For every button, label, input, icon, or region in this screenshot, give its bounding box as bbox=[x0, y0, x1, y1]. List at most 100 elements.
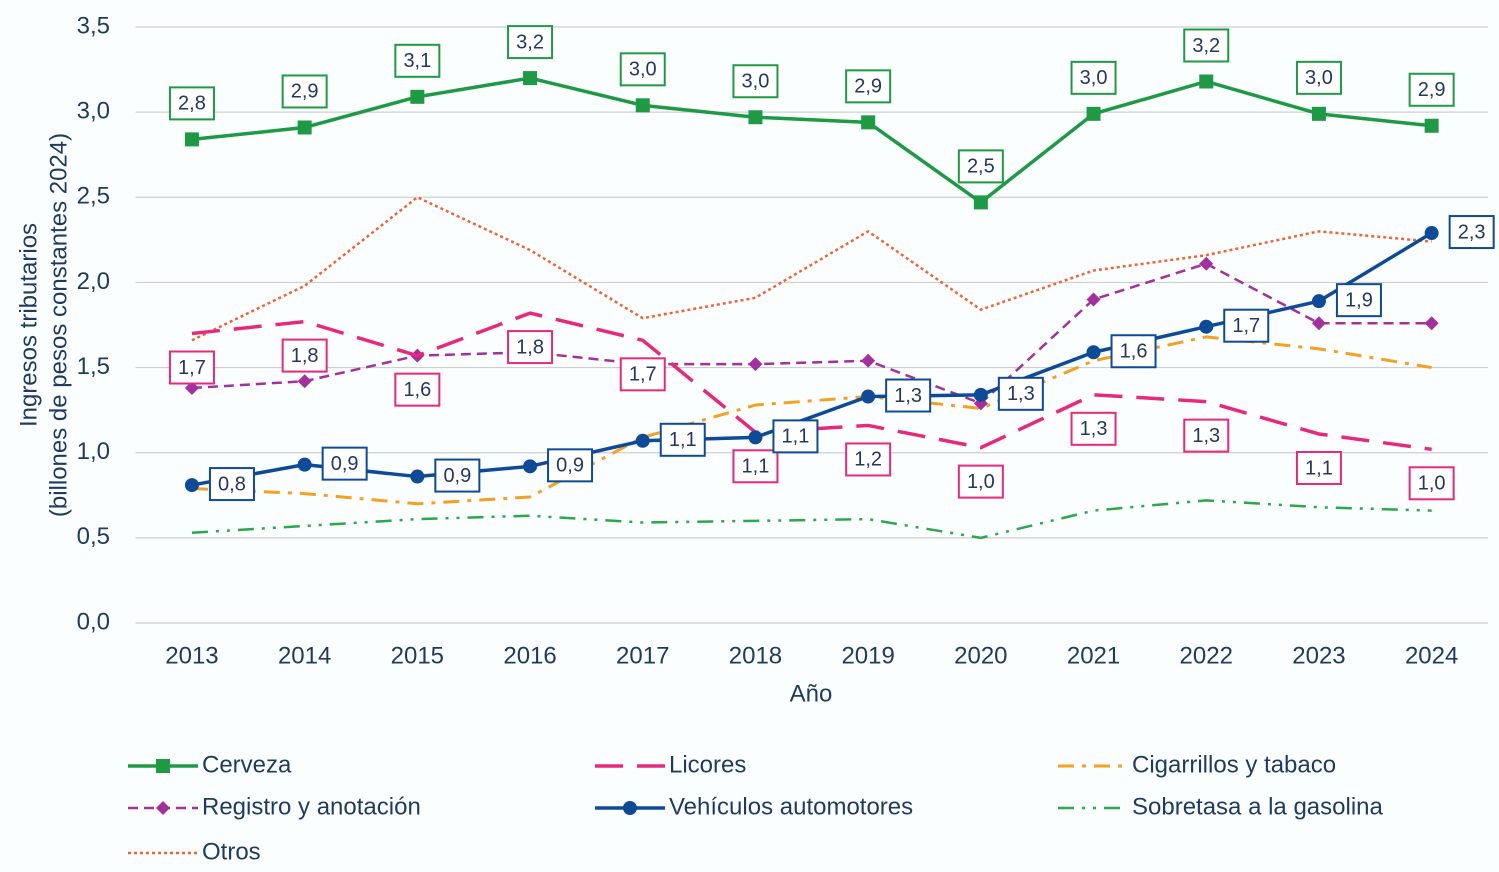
data-label: 2,3 bbox=[1458, 221, 1486, 243]
legend-marker bbox=[156, 801, 170, 815]
data-label: 2,9 bbox=[854, 76, 882, 98]
data-label: 3,0 bbox=[1305, 67, 1333, 89]
marker bbox=[1087, 345, 1101, 359]
line bbox=[192, 78, 1432, 202]
data-label: 1,8 bbox=[291, 345, 319, 367]
marker bbox=[298, 458, 312, 472]
data-label: 1,1 bbox=[669, 429, 697, 451]
data-label: 3,2 bbox=[516, 31, 544, 53]
y-tick-label: 3,5 bbox=[77, 12, 110, 39]
legend-label: Otros bbox=[202, 838, 261, 865]
data-label: 1,0 bbox=[1418, 473, 1446, 495]
x-axis-title: Año bbox=[790, 680, 833, 707]
data-label: 0,9 bbox=[556, 455, 584, 477]
data-label: 1,7 bbox=[629, 364, 657, 386]
x-tick-label: 2023 bbox=[1292, 642, 1345, 669]
data-label: 1,6 bbox=[403, 379, 431, 401]
marker bbox=[523, 71, 537, 85]
marker bbox=[1312, 294, 1326, 308]
legend-marker bbox=[623, 801, 637, 815]
data-label: 0,8 bbox=[218, 473, 246, 495]
x-tick-label: 2015 bbox=[391, 642, 444, 669]
y-tick-label: 0,0 bbox=[77, 608, 110, 635]
data-label: 1,3 bbox=[1192, 425, 1220, 447]
data-label: 1,1 bbox=[782, 426, 810, 448]
y-tick-label: 1,0 bbox=[77, 438, 110, 465]
marker bbox=[298, 120, 312, 134]
y-tick-label: 1,5 bbox=[77, 353, 110, 380]
marker bbox=[861, 115, 875, 129]
marker bbox=[1312, 316, 1326, 330]
marker bbox=[1312, 107, 1326, 121]
marker bbox=[974, 388, 988, 402]
marker bbox=[748, 430, 762, 444]
data-label: 1,3 bbox=[894, 385, 922, 407]
chart: Ingresos tributarios (billones de pesos … bbox=[0, 0, 1499, 872]
data-label: 1,1 bbox=[742, 456, 770, 478]
y-tick-label: 0,5 bbox=[77, 523, 110, 550]
y-tick-label: 3,0 bbox=[77, 97, 110, 124]
marker bbox=[523, 459, 537, 473]
legend-label: Vehículos automotores bbox=[669, 793, 913, 820]
marker bbox=[974, 195, 988, 209]
data-label: 3,1 bbox=[403, 50, 431, 72]
legend-label: Registro y anotación bbox=[202, 793, 421, 820]
x-tick-label: 2017 bbox=[616, 642, 669, 669]
legend-label: Cerveza bbox=[202, 751, 292, 778]
x-tick-label: 2016 bbox=[503, 642, 556, 669]
data-label: 3,2 bbox=[1192, 35, 1220, 57]
data-label: 0,9 bbox=[331, 453, 359, 475]
data-label: 3,0 bbox=[1080, 67, 1108, 89]
marker bbox=[298, 374, 312, 388]
y-axis-title: (billones de pesos constantes 2024) bbox=[45, 133, 72, 517]
data-label: 1,1 bbox=[1305, 457, 1333, 479]
data-label: 2,9 bbox=[1418, 79, 1446, 101]
data-label: 1,7 bbox=[1232, 315, 1260, 337]
marker bbox=[185, 478, 199, 492]
data-label: 1,8 bbox=[516, 336, 544, 358]
y-axis-title: Ingresos tributarios bbox=[15, 223, 42, 427]
data-label: 1,9 bbox=[1345, 289, 1373, 311]
marker bbox=[1199, 74, 1213, 88]
y-tick-label: 2,0 bbox=[77, 268, 110, 295]
data-label: 2,8 bbox=[178, 93, 206, 115]
data-label: 1,0 bbox=[967, 471, 995, 493]
legend-marker bbox=[156, 759, 170, 773]
data-label: 3,0 bbox=[742, 71, 770, 93]
marker bbox=[1425, 119, 1439, 133]
x-tick-label: 2018 bbox=[729, 642, 782, 669]
data-label: 3,0 bbox=[629, 59, 657, 81]
data-label: 0,9 bbox=[443, 465, 471, 487]
marker bbox=[1425, 316, 1439, 330]
line bbox=[192, 500, 1432, 537]
x-tick-label: 2022 bbox=[1180, 642, 1233, 669]
data-label: 2,5 bbox=[967, 156, 995, 178]
marker bbox=[1087, 107, 1101, 121]
marker bbox=[1199, 320, 1213, 334]
x-tick-label: 2020 bbox=[954, 642, 1007, 669]
data-label: 1,7 bbox=[178, 357, 206, 379]
data-label: 1,6 bbox=[1120, 341, 1148, 363]
series bbox=[192, 500, 1432, 537]
data-label: 1,3 bbox=[1007, 383, 1035, 405]
marker bbox=[636, 434, 650, 448]
marker bbox=[1199, 257, 1213, 271]
marker bbox=[410, 470, 424, 484]
marker bbox=[410, 90, 424, 104]
x-tick-label: 2024 bbox=[1405, 642, 1458, 669]
x-tick-label: 2014 bbox=[278, 642, 331, 669]
marker bbox=[861, 354, 875, 368]
x-tick-label: 2021 bbox=[1067, 642, 1120, 669]
marker bbox=[185, 132, 199, 146]
series bbox=[185, 71, 1439, 209]
marker bbox=[1425, 226, 1439, 240]
grid bbox=[136, 27, 1488, 623]
x-tick-label: 2013 bbox=[165, 642, 218, 669]
marker bbox=[861, 390, 875, 404]
legend-label: Cigarrillos y tabaco bbox=[1132, 751, 1336, 778]
legend-label: Licores bbox=[669, 751, 746, 778]
data-label: 2,9 bbox=[291, 81, 319, 103]
marker bbox=[748, 110, 762, 124]
data-label: 1,2 bbox=[854, 449, 882, 471]
marker bbox=[748, 357, 762, 371]
